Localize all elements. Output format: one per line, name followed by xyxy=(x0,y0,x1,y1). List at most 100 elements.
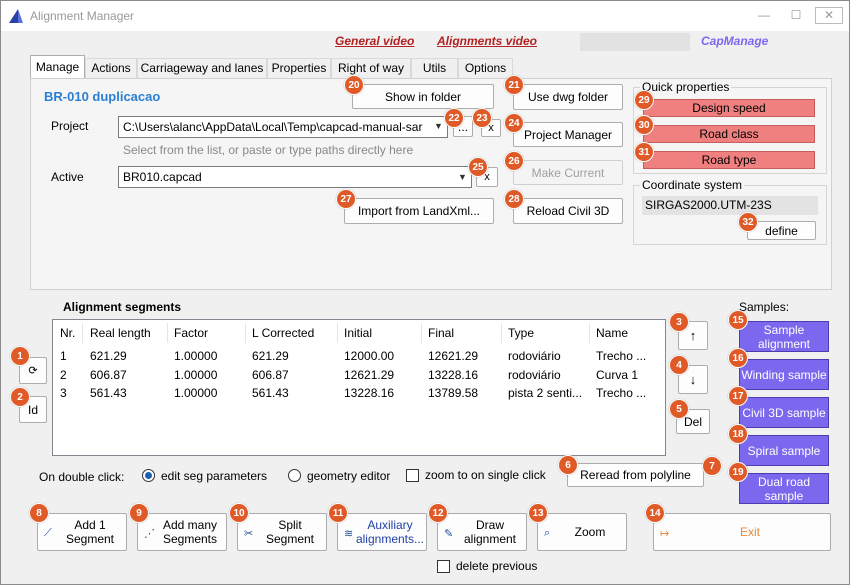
zoom-single-click-label: zoom to on single click xyxy=(425,468,546,482)
callout-badge: 28 xyxy=(504,189,524,209)
minimize-button[interactable]: — xyxy=(758,8,770,22)
zoom-label: Zoom xyxy=(574,525,606,539)
alignments-video-link[interactable]: Alignments video xyxy=(437,34,538,48)
zoom-button[interactable]: ⌕ Zoom xyxy=(537,513,627,551)
table-cell[interactable]: 561.43 xyxy=(90,386,127,400)
close-button[interactable]: ✕ xyxy=(815,7,843,24)
reload-civil3d-button[interactable]: Reload Civil 3D xyxy=(513,198,623,224)
callout-badge: 3 xyxy=(669,312,689,332)
auxiliary-alignments-button[interactable]: ≋ Auxiliary alignments... xyxy=(337,513,427,551)
delete-previous-checkbox[interactable] xyxy=(437,560,450,573)
col-header[interactable]: Final xyxy=(428,326,455,340)
sample-alignment-button[interactable]: Sample alignment xyxy=(739,321,829,352)
col-header[interactable]: Factor xyxy=(174,326,209,340)
active-dropdown[interactable]: BR010.capcad xyxy=(118,166,472,188)
draw-alignment-button[interactable]: ✎ Draw alignment xyxy=(437,513,527,551)
define-button[interactable]: define xyxy=(747,221,816,240)
table-cell[interactable]: Curva 1 xyxy=(596,368,639,382)
add-many-segments-button[interactable]: ⋰ Add many Segments xyxy=(137,513,227,551)
callout-badge: 19 xyxy=(728,462,748,482)
tab-actions[interactable]: Actions xyxy=(85,58,137,79)
table-cell[interactable]: 2 xyxy=(60,368,67,382)
col-header[interactable]: Real length xyxy=(90,326,151,340)
geometry-editor-label: geometry editor xyxy=(307,469,391,483)
draw-alignment-label: Draw alignment xyxy=(463,518,517,546)
draw-icon: ✎ xyxy=(444,528,454,540)
tab-utils[interactable]: Utils xyxy=(411,58,458,79)
table-cell[interactable]: 3 xyxy=(60,386,67,400)
edit-seg-radio[interactable] xyxy=(142,469,155,482)
table-cell[interactable]: 621.29 xyxy=(252,349,289,363)
tab-carriageway[interactable]: Carriageway and lanes xyxy=(137,58,267,79)
table-cell[interactable]: 606.87 xyxy=(90,368,127,382)
table-cell[interactable]: 1.00000 xyxy=(174,386,218,400)
callout-badge: 32 xyxy=(738,212,758,232)
table-cell[interactable]: 1.00000 xyxy=(174,368,218,382)
table-cell[interactable]: 12621.29 xyxy=(344,368,395,382)
design-speed-field[interactable]: Design speed xyxy=(643,99,815,117)
callout-badge: 5 xyxy=(669,399,689,419)
maximize-button[interactable]: ☐ xyxy=(790,8,802,22)
table-cell[interactable]: Trecho ... xyxy=(596,386,647,400)
samples-label: Samples: xyxy=(739,300,790,314)
col-header[interactable]: Name xyxy=(596,326,629,340)
move-down-button[interactable]: ↓ xyxy=(678,365,708,394)
table-cell[interactable]: rodoviário xyxy=(508,349,561,363)
callout-badge: 15 xyxy=(728,310,748,330)
project-manager-button[interactable]: Project Manager xyxy=(513,122,623,147)
road-type-field[interactable]: Road type xyxy=(643,151,815,169)
capmanage-link[interactable]: CapManage xyxy=(701,34,769,48)
tab-options[interactable]: Options xyxy=(458,58,513,79)
road-class-field[interactable]: Road class xyxy=(643,125,815,143)
reread-polyline-button[interactable]: Reread from polyline xyxy=(567,463,704,487)
split-segment-label: Split Segment xyxy=(265,518,315,546)
table-cell[interactable]: pista 2 senti... xyxy=(508,386,583,400)
table-cell[interactable]: 12000.00 xyxy=(344,349,395,363)
table-cell[interactable]: 561.43 xyxy=(252,386,289,400)
show-in-folder-button[interactable]: Show in folder xyxy=(352,84,494,109)
col-header[interactable]: Nr. xyxy=(60,326,76,340)
table-cell[interactable]: 13228.16 xyxy=(344,386,395,400)
table-cell[interactable]: 12621.29 xyxy=(428,349,479,363)
winding-sample-button[interactable]: Winding sample xyxy=(739,359,829,390)
civil3d-sample-button[interactable]: Civil 3D sample xyxy=(739,397,829,428)
dual-road-sample-button[interactable]: Dual road sample xyxy=(739,473,829,504)
spiral-sample-button[interactable]: Spiral sample xyxy=(739,435,829,466)
col-header[interactable]: Initial xyxy=(344,326,373,340)
make-current-button[interactable]: Make Current xyxy=(513,160,623,185)
callout-badge: 23 xyxy=(472,108,492,128)
callout-badge: 31 xyxy=(634,142,654,162)
active-value: BR010.capcad xyxy=(123,170,202,184)
tab-properties[interactable]: Properties xyxy=(267,58,331,79)
callout-badge: 21 xyxy=(504,75,524,95)
col-header[interactable]: L Corrected xyxy=(252,326,315,340)
table-cell[interactable]: rodoviário xyxy=(508,368,561,382)
use-dwg-folder-button[interactable]: Use dwg folder xyxy=(513,84,623,110)
segments-table[interactable]: Nr. Real length Factor L Corrected Initi… xyxy=(52,319,666,456)
general-video-link[interactable]: General video xyxy=(335,34,415,48)
col-header[interactable]: Type xyxy=(508,326,535,340)
split-icon: ✂ xyxy=(244,528,254,540)
split-segment-button[interactable]: ✂ Split Segment xyxy=(237,513,327,551)
geometry-editor-radio[interactable] xyxy=(288,469,301,482)
delete-segment-button[interactable]: Del xyxy=(676,409,710,434)
table-cell[interactable]: 1.00000 xyxy=(174,349,218,363)
col-separator xyxy=(501,323,502,343)
table-cell[interactable]: 1 xyxy=(60,349,67,363)
alignment-heading: BR-010 duplicacao xyxy=(44,89,161,104)
table-cell[interactable]: Trecho ... xyxy=(596,349,647,363)
table-cell[interactable]: 606.87 xyxy=(252,368,289,382)
table-cell[interactable]: 13789.58 xyxy=(428,386,479,400)
table-cell[interactable]: 13228.16 xyxy=(428,368,479,382)
callout-badge: 18 xyxy=(728,424,748,444)
zoom-single-click-checkbox[interactable] xyxy=(406,469,419,482)
project-path-dropdown[interactable]: C:\Users\alanc\AppData\Local\Temp\capcad… xyxy=(118,116,448,138)
import-landxml-button[interactable]: Import from LandXml... xyxy=(344,198,494,224)
exit-button[interactable]: ↦ Exit xyxy=(653,513,831,551)
callout-badge: 24 xyxy=(504,113,524,133)
add-one-segment-button[interactable]: ⟋ Add 1 Segment xyxy=(37,513,127,551)
tab-manage[interactable]: Manage xyxy=(30,55,85,79)
table-cell[interactable]: 621.29 xyxy=(90,349,127,363)
tab-right-of-way[interactable]: Right of way xyxy=(331,58,411,79)
